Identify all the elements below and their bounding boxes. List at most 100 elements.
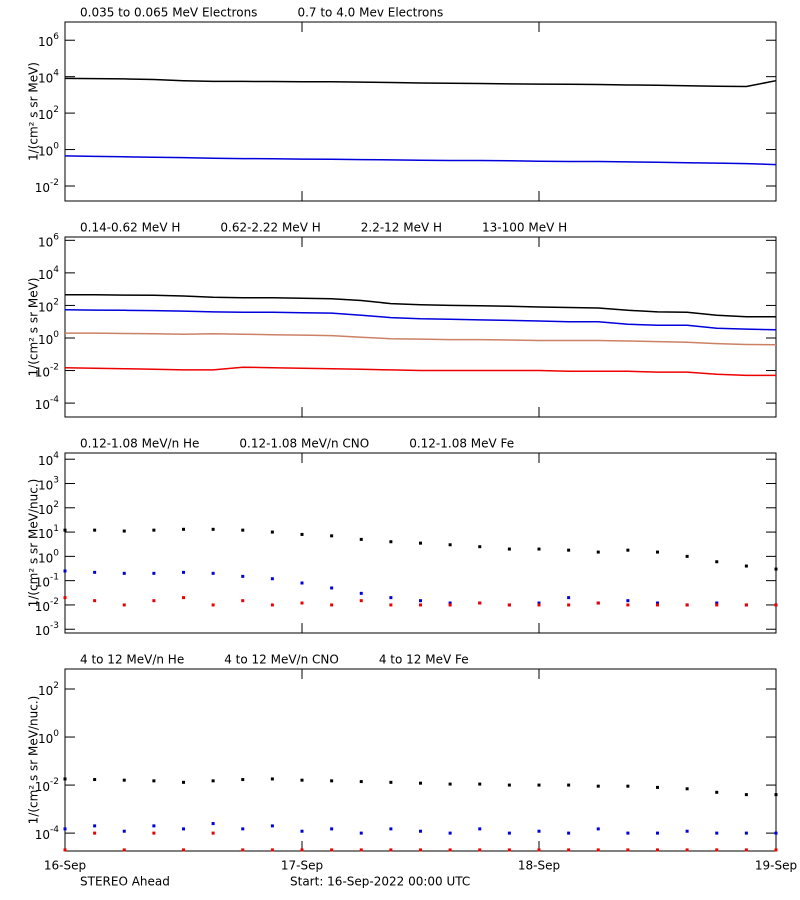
data-point bbox=[359, 591, 363, 595]
legend-entry: 0.14-0.62 MeV H bbox=[80, 221, 180, 235]
data-point bbox=[656, 848, 659, 852]
data-point bbox=[685, 848, 689, 852]
plot-frame bbox=[64, 452, 777, 634]
data-point bbox=[478, 782, 482, 786]
data-point bbox=[389, 603, 393, 607]
data-point bbox=[774, 603, 778, 607]
data-point bbox=[626, 603, 630, 607]
y-tick-label: 10-2 bbox=[35, 596, 59, 613]
data-point bbox=[63, 777, 67, 781]
y-tick-label: 10-4 bbox=[35, 825, 60, 842]
data-point bbox=[270, 848, 274, 852]
data-point bbox=[715, 831, 719, 835]
data-point bbox=[685, 829, 689, 833]
data-point bbox=[389, 848, 393, 852]
data-point bbox=[419, 848, 422, 852]
y-tick-label: 106 bbox=[38, 232, 59, 249]
legend-entry: 0.12-1.08 MeV/n He bbox=[80, 437, 199, 451]
data-point bbox=[744, 793, 748, 797]
plot-frame bbox=[64, 21, 777, 202]
data-point bbox=[300, 829, 304, 833]
data-point bbox=[774, 793, 778, 797]
y-tick-base: 10 bbox=[38, 527, 53, 541]
data-point bbox=[122, 529, 126, 533]
y-tick-exponent: 6 bbox=[53, 232, 59, 242]
series-line bbox=[65, 294, 776, 318]
x-tick-label: 18-Sep bbox=[518, 859, 560, 873]
y-tick-base: 10 bbox=[38, 108, 53, 122]
x-tick-label: 17-Sep bbox=[281, 859, 323, 873]
data-point bbox=[270, 603, 274, 607]
y-tick-base: 10 bbox=[35, 828, 50, 842]
data-point bbox=[744, 603, 748, 607]
y-tick-label: 103 bbox=[38, 475, 59, 492]
data-point bbox=[270, 777, 274, 781]
y-tick-label: 101 bbox=[38, 524, 59, 541]
data-point bbox=[241, 778, 245, 782]
data-point bbox=[122, 829, 126, 833]
y-tick-label: 102 bbox=[38, 297, 59, 314]
data-point bbox=[211, 603, 215, 607]
y-tick-label: 10-4 bbox=[35, 395, 60, 412]
legend-entry: 13-100 MeV H bbox=[482, 221, 567, 235]
y-tick-exponent: 4 bbox=[53, 451, 59, 461]
data-point bbox=[626, 548, 630, 552]
legend-entry: 0.12-1.08 MeV Fe bbox=[409, 437, 514, 451]
data-point bbox=[715, 603, 719, 607]
series-line bbox=[65, 332, 777, 346]
data-point bbox=[122, 603, 126, 607]
data-point bbox=[567, 831, 571, 835]
data-point bbox=[122, 778, 126, 782]
data-point bbox=[715, 848, 719, 852]
data-point bbox=[537, 829, 541, 833]
data-point bbox=[596, 848, 600, 852]
legend-entry: 4 to 12 MeV/n CNO bbox=[224, 653, 339, 667]
legend-entry: 0.035 to 0.065 MeV Electrons bbox=[80, 6, 257, 20]
data-point bbox=[270, 824, 274, 828]
data-point bbox=[596, 550, 600, 554]
series-line bbox=[64, 77, 777, 88]
data-point bbox=[330, 779, 334, 783]
data-point bbox=[93, 599, 97, 603]
y-tick-base: 10 bbox=[35, 365, 50, 379]
data-point bbox=[685, 603, 689, 607]
y-tick-exponent: 4 bbox=[53, 68, 59, 78]
y-tick-label: 10-1 bbox=[35, 572, 59, 589]
data-point bbox=[744, 831, 748, 835]
y-tick-exponent: -4 bbox=[50, 825, 59, 835]
data-point bbox=[211, 831, 215, 835]
y-tick-label: 10-2 bbox=[35, 362, 59, 379]
y-tick-label: 100 bbox=[38, 141, 59, 158]
data-point bbox=[448, 601, 452, 605]
y-tick-base: 10 bbox=[35, 575, 50, 589]
data-point bbox=[744, 564, 748, 568]
data-point bbox=[448, 603, 452, 607]
y-tick-base: 10 bbox=[38, 502, 53, 516]
data-point bbox=[507, 848, 511, 852]
data-point bbox=[300, 778, 304, 782]
y-tick-label: 102 bbox=[38, 680, 59, 697]
data-point bbox=[596, 601, 600, 605]
data-point bbox=[626, 831, 630, 835]
data-point bbox=[93, 570, 97, 574]
data-point bbox=[93, 778, 97, 782]
data-point bbox=[448, 848, 452, 852]
y-tick-base: 10 bbox=[38, 683, 53, 697]
data-point bbox=[537, 603, 541, 607]
x-tick-label: 16-Sep bbox=[44, 859, 86, 873]
data-point bbox=[93, 824, 97, 828]
data-point bbox=[507, 547, 511, 551]
data-point bbox=[211, 822, 215, 826]
data-point bbox=[359, 780, 363, 784]
y-tick-label: 104 bbox=[38, 451, 59, 468]
data-point bbox=[211, 571, 215, 575]
data-point bbox=[211, 779, 215, 783]
data-point bbox=[330, 534, 334, 538]
data-point bbox=[448, 782, 452, 786]
data-point bbox=[537, 601, 541, 605]
y-tick-exponent: 2 bbox=[53, 680, 59, 690]
y-tick-label: 100 bbox=[38, 548, 59, 565]
data-point bbox=[241, 848, 245, 852]
y-tick-exponent: -2 bbox=[50, 362, 59, 372]
data-point bbox=[330, 603, 334, 607]
